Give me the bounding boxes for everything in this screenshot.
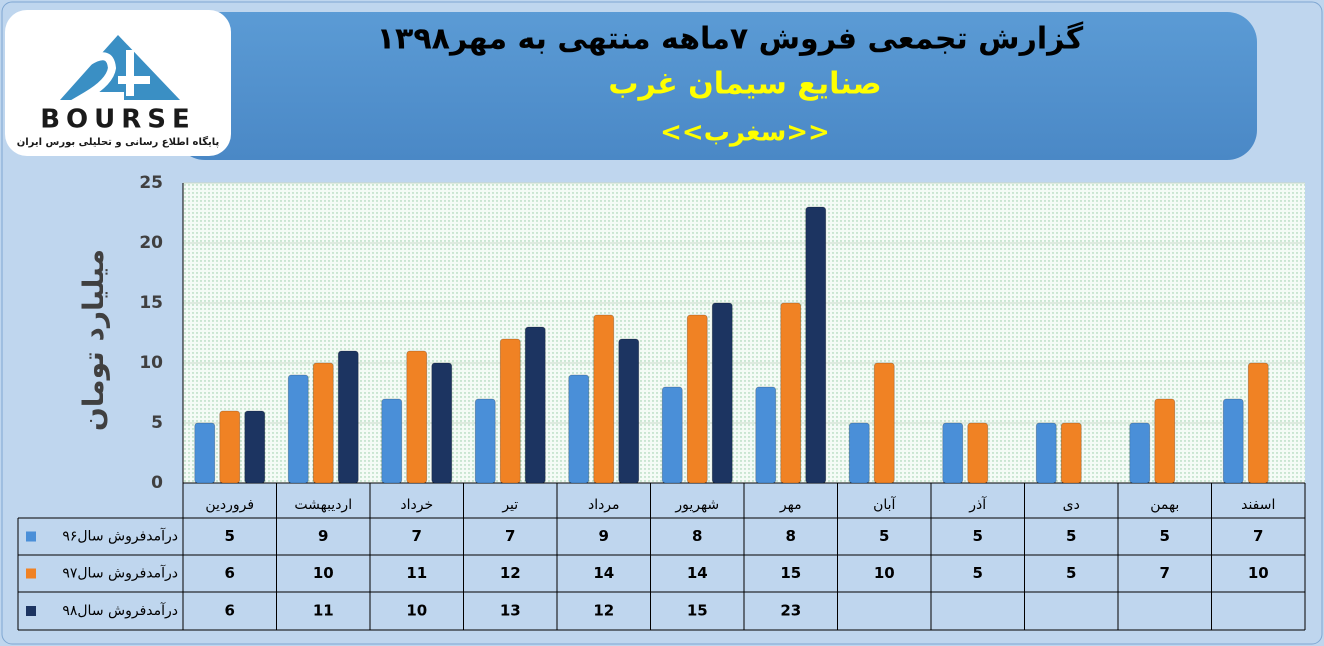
bar [244,410,266,484]
y-tick-label: 5 [151,413,163,433]
bar [287,374,309,484]
bar [780,302,802,484]
legend-label: درآمدفروش سال۹۸ [62,602,178,619]
bar [1222,398,1244,484]
table-value: 7 [412,527,422,545]
symbol: <<سغرب>> [660,118,830,148]
table-value: 13 [500,602,521,620]
bar [755,386,777,484]
bar [194,422,216,484]
bar [805,206,827,484]
bar [618,338,640,484]
chart-title: گزارش تجمعی فروش ۷ماهه منتهی به مهر۱۳۹۸ [377,21,1084,57]
bar [474,398,496,484]
x-tick-label: خرداد [400,497,433,513]
table-value: 9 [318,527,328,545]
table-value: 23 [780,602,801,620]
bar [381,398,403,484]
table-value: 12 [593,602,614,620]
banner [175,12,1257,160]
bar [873,362,895,484]
bar [1247,362,1269,484]
table-value: 8 [692,527,702,545]
table-value: 10 [1248,564,1269,582]
table-value: 5 [973,564,983,582]
bar [312,362,334,484]
bar [337,350,359,484]
table-value: 11 [406,564,427,582]
y-tick-label: 15 [139,293,163,313]
table-value: 14 [593,564,614,582]
legend-swatch [26,531,36,542]
x-tick-label: دی [1063,497,1080,513]
table-value: 7 [1160,564,1170,582]
logo-tagline: پایگاه اطلاع رسانی و تحلیلی بورس ایران [17,135,220,148]
bar [1154,398,1176,484]
bar [711,302,733,484]
bar [219,410,241,484]
table-value: 5 [1160,527,1170,545]
x-tick-label: اردیبهشت [294,497,352,513]
legend-swatch [26,568,36,579]
legend-label: درآمدفروش سال۹۷ [62,565,178,582]
table-value: 8 [786,527,796,545]
x-tick-label: اسفند [1241,497,1275,513]
table-value: 6 [225,564,235,582]
table-value: 10 [874,564,895,582]
table-value: 5 [1066,564,1076,582]
x-tick-label: مهر [779,497,802,513]
x-tick-label: آبان [873,496,896,513]
logo-24 [71,50,150,100]
table-value: 12 [500,564,521,582]
bar [661,386,683,484]
bar [1060,422,1082,484]
x-tick-label: مرداد [588,497,620,513]
bar [1035,422,1057,484]
bar [1129,422,1151,484]
bar [848,422,870,484]
x-tick-label: شهریور [674,497,719,513]
bar [524,326,546,484]
bar [942,422,964,484]
table-value: 7 [1253,527,1263,545]
legend-swatch [26,606,36,616]
bar [593,314,615,484]
logo-name: BOURSE [40,105,196,135]
table-value: 7 [505,527,515,545]
plot-area [183,183,1305,483]
x-tick-label: آذر [968,496,987,513]
bar [568,374,590,484]
table-value: 5 [879,527,889,545]
table-value: 5 [973,527,983,545]
y-tick-label: 10 [139,353,163,373]
bar [499,338,521,484]
table-value: 10 [313,564,334,582]
table-value: 15 [687,602,708,620]
y-tick-label: 0 [151,473,163,493]
table-value: 14 [687,564,708,582]
x-tick-label: بهمن [1150,497,1179,513]
x-tick-label: فروردین [205,497,254,513]
table-value: 9 [599,527,609,545]
bar [406,350,428,484]
chart-subtitle: صنایع سیمان غرب [608,67,881,102]
table-value: 5 [225,527,235,545]
bar [431,362,453,484]
y-axis-label: میلیارد تومان [77,249,110,431]
x-tick-label: تیر [501,497,518,513]
table-value: 6 [225,602,235,620]
table-value: 5 [1066,527,1076,545]
table-value: 11 [313,602,334,620]
table-value: 15 [780,564,801,582]
y-tick-label: 25 [139,173,163,193]
bar [967,422,989,484]
y-tick-label: 20 [139,233,163,253]
bar [686,314,708,484]
table-value: 10 [406,602,427,620]
legend-label: درآمدفروش سال۹۶ [62,528,178,545]
